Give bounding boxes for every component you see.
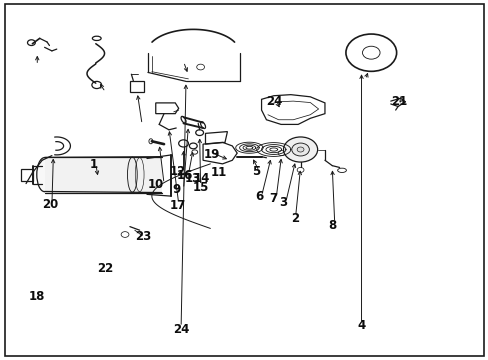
Text: 5: 5	[251, 165, 259, 178]
Text: 10: 10	[147, 178, 163, 191]
Text: 1: 1	[89, 158, 97, 171]
Ellipse shape	[127, 157, 137, 192]
Text: 12: 12	[169, 165, 185, 178]
Circle shape	[291, 143, 309, 156]
Text: 23: 23	[135, 230, 151, 243]
Text: 19: 19	[203, 148, 220, 161]
Text: 24: 24	[173, 323, 189, 336]
Text: 21: 21	[390, 95, 407, 108]
Text: 6: 6	[254, 190, 263, 203]
Text: 17: 17	[169, 199, 185, 212]
Text: 8: 8	[327, 219, 336, 232]
Text: 11: 11	[210, 166, 226, 179]
Bar	[130, 81, 143, 92]
Text: 2: 2	[290, 212, 298, 225]
Circle shape	[297, 147, 304, 152]
Text: 24: 24	[265, 95, 282, 108]
Text: 13: 13	[184, 172, 200, 185]
Text: 9: 9	[172, 183, 180, 196]
Text: 4: 4	[357, 319, 365, 332]
Text: 7: 7	[269, 192, 277, 205]
Bar	[21, 168, 33, 181]
Text: 18: 18	[29, 290, 45, 303]
Bar	[44, 157, 161, 193]
Ellipse shape	[37, 158, 52, 192]
Text: 3: 3	[279, 196, 287, 209]
Text: 16: 16	[177, 169, 193, 182]
Text: 15: 15	[192, 181, 208, 194]
Circle shape	[283, 137, 317, 162]
Text: 14: 14	[194, 172, 210, 185]
Text: 20: 20	[42, 198, 58, 211]
Text: 22: 22	[97, 262, 113, 275]
